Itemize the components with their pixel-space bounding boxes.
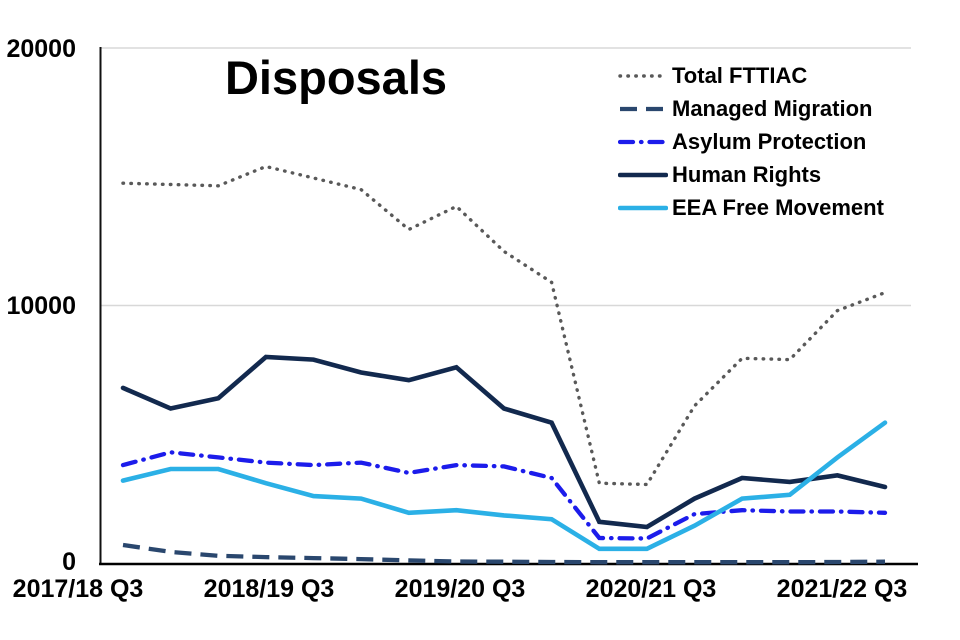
- legend-swatch-eea-free-movement-line-icon: [618, 205, 668, 210]
- legend-row-asylum-protection: Asylum Protection: [618, 126, 884, 159]
- legend-row-managed-migration: Managed Migration: [618, 93, 884, 126]
- series-line-managed-migration: [122, 542, 886, 565]
- legend-swatch-asylum-protection-line-icon: [618, 139, 668, 145]
- legend-row-total-fttiac: Total FTTIAC: [618, 60, 884, 93]
- x-axis-label-2019-20-q3: 2019/20 Q3: [394, 575, 526, 603]
- series-line-total-fttiac: [121, 164, 887, 487]
- legend-swatch-managed-migration-line-icon: [620, 107, 666, 112]
- y-axis-label-20000: 20000: [6, 35, 76, 63]
- y-axis-label-10000: 10000: [6, 292, 76, 320]
- legend-label-eea-free-movement: EEA Free Movement: [672, 194, 884, 220]
- x-axis-label-2020-21-q3: 2020/21 Q3: [585, 575, 717, 603]
- legend-row-human-rights: Human Rights: [618, 158, 884, 191]
- legend-label-total-fttiac: Total FTTIAC: [672, 63, 808, 89]
- legend: Total FTTIAC Managed Migration Asylum Pr…: [618, 60, 884, 224]
- x-axis-label-2017-18-q3: 2017/18 Q3: [12, 575, 144, 603]
- legend-label-asylum-protection: Asylum Protection: [672, 128, 867, 154]
- legend-swatch-total-fttiac-line-icon: [618, 74, 668, 79]
- series-line-eea-free-movement: [120, 420, 888, 552]
- legend-label-managed-migration: Managed Migration: [672, 96, 873, 122]
- series-line-human-rights: [120, 354, 888, 530]
- series-line-asylum-protection: [120, 450, 888, 541]
- legend-row-eea-free-movement: EEA Free Movement: [618, 191, 884, 224]
- legend-swatch-human-rights-line-icon: [618, 172, 668, 178]
- chart-title: Disposals: [224, 51, 448, 104]
- y-axis-label-0: 0: [62, 548, 76, 576]
- x-axis-label-2018-19-q3: 2018/19 Q3: [203, 575, 335, 603]
- legend-label-human-rights: Human Rights: [672, 161, 822, 187]
- x-axis-label-2021-22-q3: 2021/22 Q3: [776, 575, 908, 603]
